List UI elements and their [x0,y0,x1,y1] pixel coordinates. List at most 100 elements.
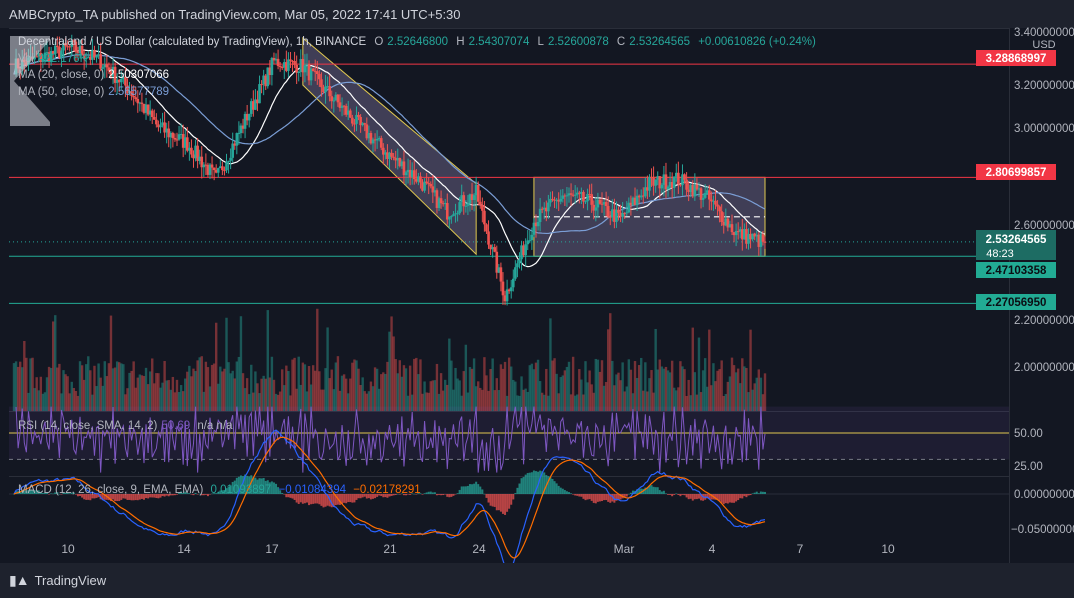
macd-hist-bar [287,494,290,498]
macd-hist-bar [324,494,327,507]
macd-hist-bar [658,490,661,494]
volume-bar [31,357,34,411]
candle-body [553,199,556,201]
volume-bar [93,365,96,411]
volume-bar [157,373,160,411]
macd-hist-bar [745,494,748,498]
macd-hist-bar [140,494,143,499]
macd-hist-bar [417,493,420,494]
volume-bar [167,380,170,411]
volume-bar [355,360,358,411]
volume-bar [592,392,595,411]
candle-body [359,116,362,126]
volume-bar [223,368,226,411]
candle-body [105,64,109,68]
candle-body [730,224,734,233]
candle-body [363,123,367,125]
candle-body [334,94,338,101]
volume-bar [640,357,643,411]
ma20-line [13,49,766,268]
volume-bar [431,380,435,411]
candle-body [654,179,657,186]
candle-body [520,245,523,260]
descending-channel [302,36,477,256]
current-price-badge [976,230,1056,260]
macd-hist-bar [252,477,255,494]
candle-body [458,202,461,214]
candle-body [311,68,315,72]
candle-body [584,201,587,203]
publish-header: AMBCrypto_TA published on TradingView.co… [0,0,1074,28]
volume-bar [258,393,261,411]
macd-hist-bar [753,492,756,494]
volume-bar [623,391,626,411]
candle-body [635,195,639,206]
candle-body [732,232,736,236]
macd-hist-bar [277,487,280,494]
volume-bar [708,329,711,411]
volume-bar [573,395,577,411]
macd-hist-bar [415,494,418,495]
candle-body [126,85,129,94]
macd-hist-bar [48,494,51,495]
macd-hist-bar [314,494,317,504]
candle-body [594,207,598,211]
candle-body [233,143,237,146]
chart-area[interactable] [9,28,1009,564]
macd-hist-bar [235,477,238,494]
volume-bar [685,395,688,411]
volume-bar [437,393,441,411]
candle-body [305,64,309,66]
volume-bar [136,377,139,411]
volume-bar [347,393,350,411]
macd-hist-bar [204,494,207,495]
candle-body [431,186,435,193]
candle-body [505,289,509,302]
candle-body [115,79,119,83]
volume-bar [497,390,501,411]
macd-hist-bar [305,494,308,503]
macd-hist-bar [260,478,263,494]
macd-hist-bar [757,493,760,494]
candle-body [598,199,602,204]
indicator-panes [9,411,1009,477]
macd-hist-bar [116,494,119,502]
candle-body [567,193,571,196]
time-label: 17 [265,542,279,556]
candle-body [532,222,536,235]
candle-body [604,202,608,207]
macd-hist-bar [402,494,405,496]
candle-body [736,231,740,233]
macd-hist-bar [759,491,762,494]
volume-bar [441,390,445,411]
volume-bar [184,378,187,411]
macd-hist-bar [211,493,214,495]
macd-signal-line [13,436,766,559]
candle-body [338,102,342,108]
macd-hist-bar [332,494,335,507]
volume-bar [590,384,593,411]
macd-hist-bar [223,489,226,494]
macd-hist-bar [83,494,86,500]
macd-hist-bar [270,481,273,494]
candle-body [625,212,629,214]
volume-bar [673,387,676,411]
candle-body [538,208,542,222]
macd-hist-bar [667,494,670,495]
macd-hist-bar [409,494,412,495]
tradingview-logo[interactable]: ▮▲ TradingView [9,572,106,589]
open-label: O [374,36,384,48]
volume-bar [268,377,272,411]
time-label: 10 [61,542,75,556]
candle-body [142,103,146,113]
candle-body [493,247,497,252]
collapse-legend-arrow-icon[interactable] [10,36,50,126]
candle-body [169,132,173,138]
candle-body [497,267,501,273]
volume-bar [586,382,589,411]
macd-hist-bar [371,494,374,499]
volume-bar [759,377,763,411]
macd-hist-bar [495,494,498,511]
macd-hist-bar [190,494,193,495]
